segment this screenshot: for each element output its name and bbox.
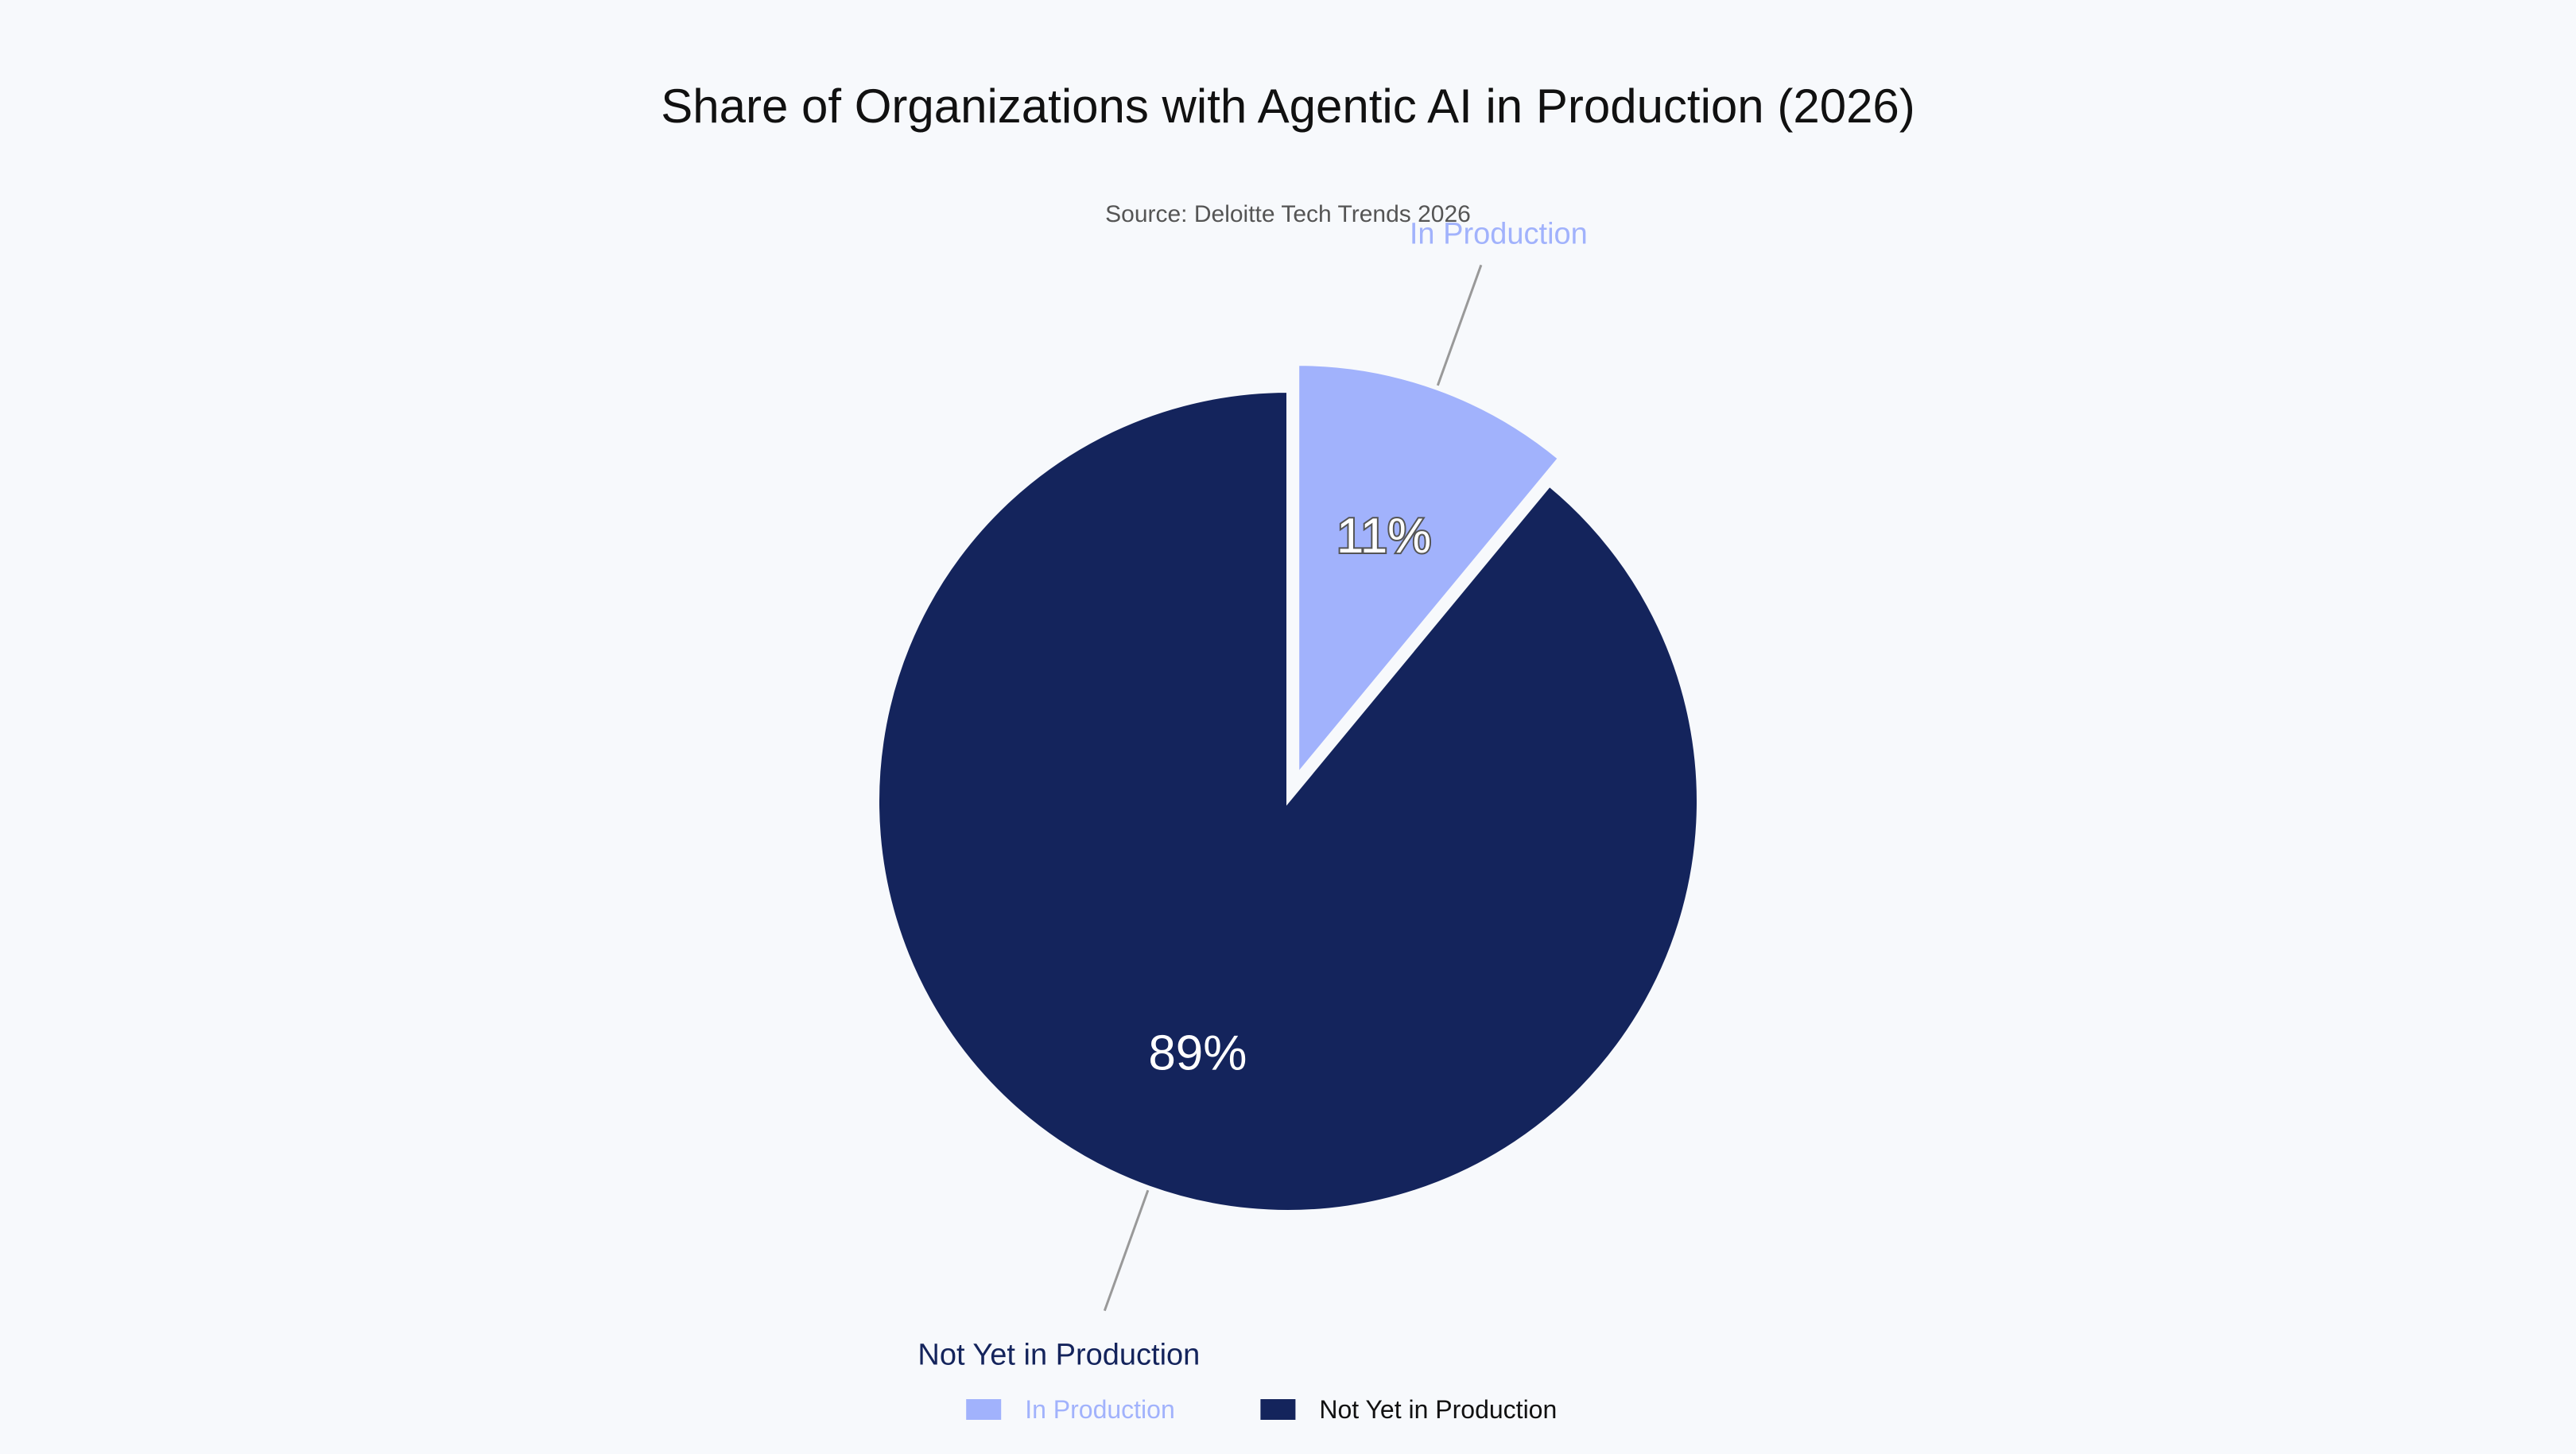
legend-item-not-yet-in-production[interactable]: Not Yet in Production bbox=[1260, 1395, 1557, 1424]
pie-value-label-in-production: 11% bbox=[1336, 509, 1432, 564]
legend[interactable]: In Production Not Yet in Production bbox=[966, 1395, 1557, 1424]
pie-slice-in-production[interactable] bbox=[1296, 363, 1562, 779]
chart-subtitle: Source: Deloitte Tech Trends 2026 bbox=[1105, 201, 1471, 227]
legend-item-in-production[interactable]: In Production bbox=[966, 1395, 1175, 1424]
pie-category-label-not-yet-in-production: Not Yet in Production bbox=[918, 1339, 1200, 1372]
legend-swatch-not-yet-in-production bbox=[1260, 1399, 1296, 1420]
legend-swatch-in-production bbox=[966, 1399, 1002, 1420]
pie-value-label-not-yet-in-production: 89% bbox=[1148, 1026, 1247, 1081]
legend-label-not-yet-in-production: Not Yet in Production bbox=[1319, 1395, 1557, 1424]
slice-labels: 11% In Production 89% Not Yet in Production bbox=[918, 217, 1587, 1371]
pie-slices bbox=[875, 363, 1700, 1213]
pie-slice-not-yet-in-production[interactable] bbox=[875, 389, 1700, 1213]
leader-line-in-production bbox=[1436, 264, 1483, 386]
chart-title: Share of Organizations with Agentic AI i… bbox=[661, 79, 1915, 133]
leader-line-not-yet-in-production bbox=[1103, 1189, 1150, 1312]
pie-category-label-in-production: In Production bbox=[1410, 217, 1588, 250]
leader-lines bbox=[1103, 264, 1483, 1312]
legend-label-in-production: In Production bbox=[1025, 1395, 1175, 1424]
